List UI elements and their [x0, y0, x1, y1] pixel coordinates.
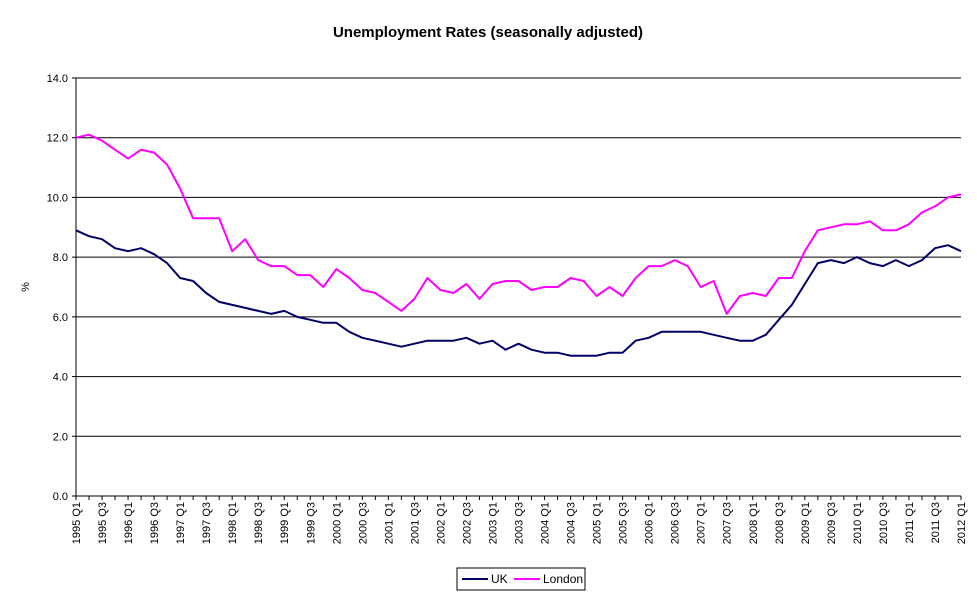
legend: UK London [456, 567, 586, 591]
x-tick-label: 2001 Q1 [383, 502, 395, 544]
series-line-uk [75, 229, 962, 357]
gridlines [76, 77, 961, 437]
y-tick-label: 12.0 [47, 133, 68, 145]
y-tick-label: 2.0 [53, 431, 68, 443]
y-tick-label: 6.0 [53, 312, 68, 324]
x-axis-ticks: 1995 Q1 1995 Q3 1996 Q1 1996 Q3 1997 Q1 1997 … [71, 496, 968, 544]
x-tick-label: 2010 Q1 [852, 502, 864, 544]
y-tick-label: 8.0 [53, 252, 68, 264]
x-tick-label: 1997 Q1 [175, 502, 187, 544]
x-tick-label: 2003 Q1 [487, 502, 499, 544]
x-tick-label: 2011 Q1 [904, 502, 916, 543]
x-tick-label: 1997 Q3 [201, 502, 213, 544]
x-tick-label: 2008 Q1 [748, 502, 760, 544]
x-tick-label: 1995 Q3 [97, 502, 109, 544]
y-axis-label: % [20, 282, 32, 292]
legend-label-london: London [543, 572, 583, 586]
x-tick-label: 2002 Q3 [461, 502, 473, 544]
x-tick-label: 2002 Q1 [435, 502, 447, 544]
x-tick-label: 2004 Q3 [566, 502, 578, 544]
x-tick-label: 2000 Q3 [357, 502, 369, 544]
x-tick-label: 2003 Q3 [514, 502, 526, 544]
x-tick-label: 2007 Q3 [722, 502, 734, 544]
x-tick-label: 2004 Q1 [540, 502, 552, 544]
series-line-london [75, 133, 962, 315]
x-tick-label: 2009 Q1 [800, 502, 812, 544]
x-tick-label: 2011 Q3 [930, 502, 942, 543]
x-tick-label: 2009 Q3 [826, 502, 838, 544]
x-tick-label: 1995 Q1 [71, 502, 83, 544]
x-tick-label: 1998 Q1 [227, 502, 239, 544]
y-tick-label: 10.0 [47, 192, 68, 204]
x-tick-label: 1998 Q3 [253, 502, 265, 544]
x-tick-label: 2006 Q3 [670, 502, 682, 544]
x-tick-label: 2010 Q3 [878, 502, 890, 544]
y-tick-label: 4.0 [53, 372, 68, 384]
x-tick-label: 2001 Q3 [409, 502, 421, 544]
x-tick-label: 2007 Q1 [696, 502, 708, 544]
x-tick-label: 1999 Q3 [305, 502, 317, 544]
series-lines [75, 133, 962, 357]
x-tick-label: 1996 Q3 [149, 502, 161, 544]
x-tick-label: 2008 Q3 [774, 502, 786, 544]
x-tick-label: 2000 Q1 [331, 502, 343, 544]
y-axis-ticks: 0.0 2.0 4.0 6.0 8.0 10.0 12.0 14.0 [47, 73, 76, 503]
legend-label-uk: UK [491, 572, 508, 586]
chart-title: Unemployment Rates (seasonally adjusted) [333, 24, 643, 41]
x-tick-label: 1996 Q1 [123, 502, 135, 544]
y-tick-label: 0.0 [53, 491, 68, 503]
axes [75, 78, 961, 497]
y-tick-label: 14.0 [47, 73, 68, 85]
x-tick-label: 2006 Q1 [644, 502, 656, 544]
x-tick-label: 2005 Q1 [592, 502, 604, 544]
x-tick-label: 1999 Q1 [279, 502, 291, 544]
x-tick-label: 2012 Q1 [956, 502, 968, 544]
x-tick-label: 2005 Q3 [618, 502, 630, 544]
